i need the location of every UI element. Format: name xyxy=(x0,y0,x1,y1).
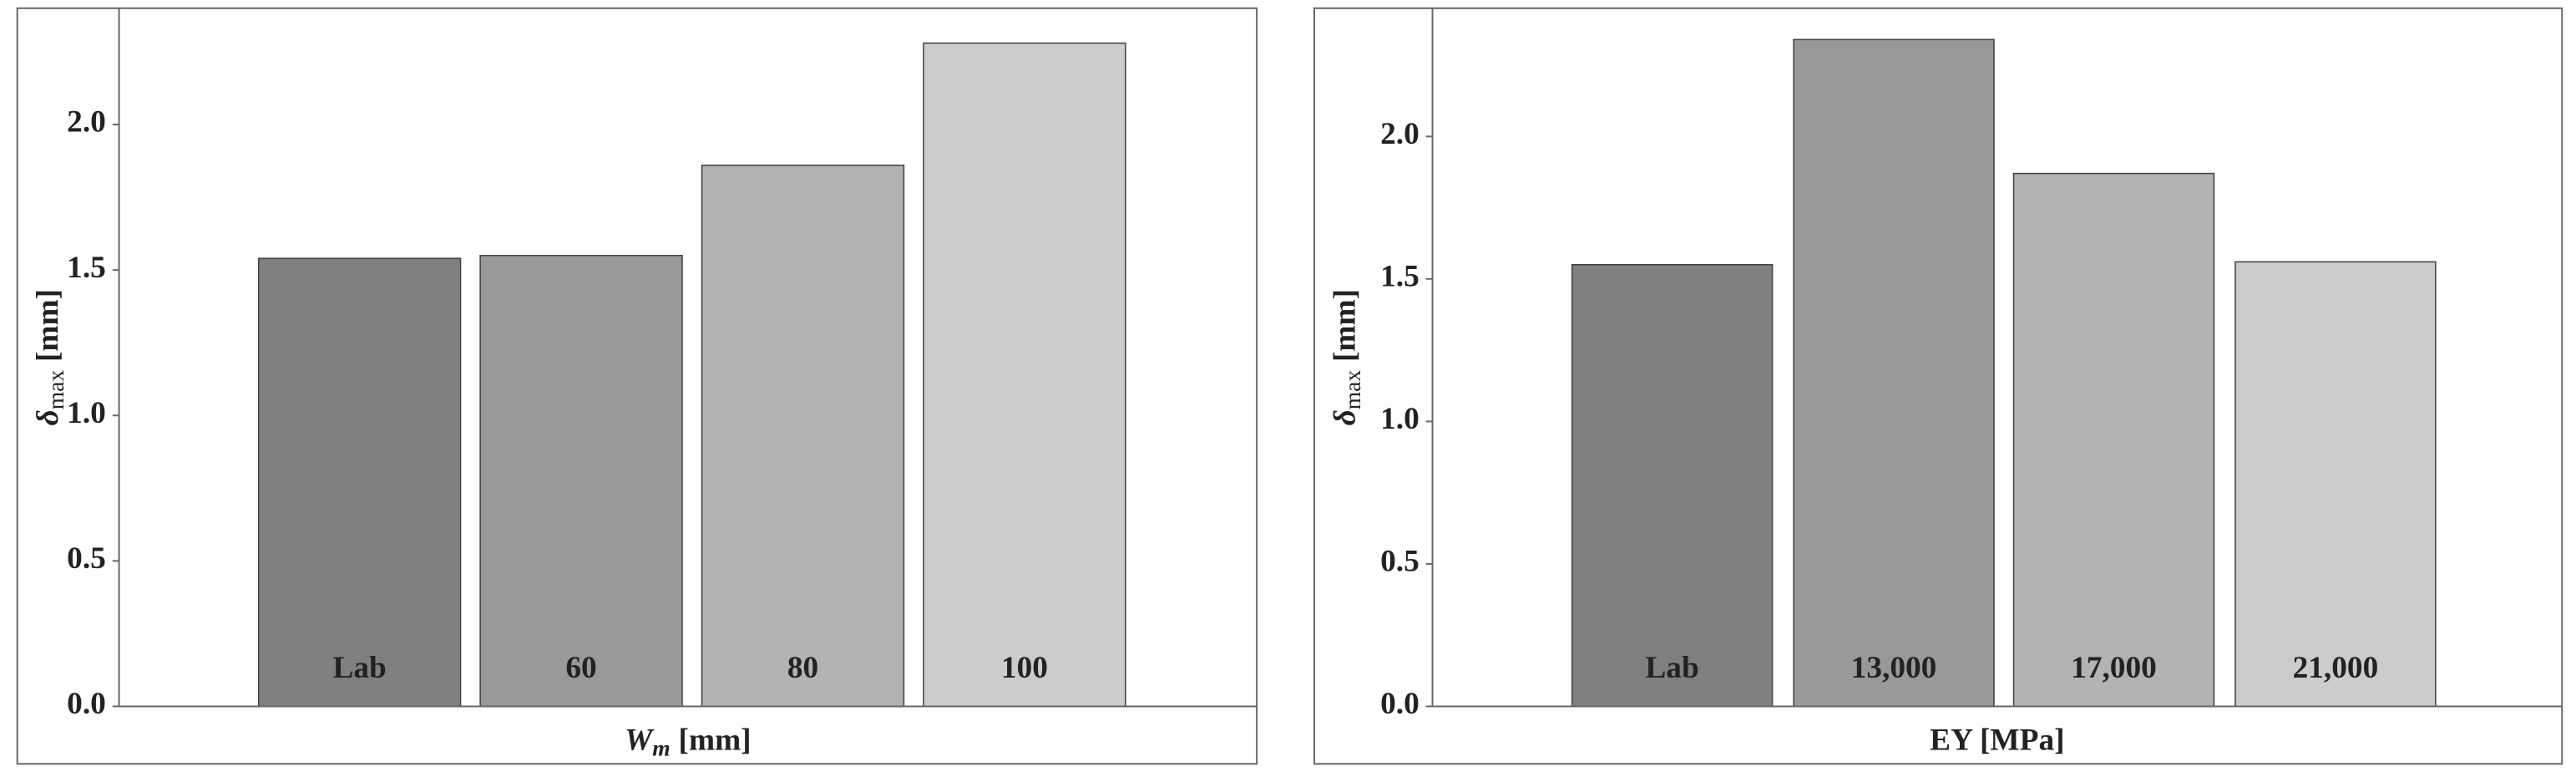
x-axis-label: EY [MPa] xyxy=(1930,723,2064,757)
y-tick-label: 0.0 xyxy=(67,687,106,721)
x-label-symbol: W xyxy=(625,723,655,757)
y-tick-label: 1.0 xyxy=(67,396,106,430)
category-label: Lab xyxy=(1645,651,1698,685)
y-tick-label: 2.0 xyxy=(67,105,106,140)
y-tick-label: 0.0 xyxy=(1380,687,1420,721)
bar xyxy=(923,42,1126,708)
bar xyxy=(479,254,683,708)
y-label-symbol: δ xyxy=(31,409,65,425)
category-label: 60 xyxy=(565,651,596,685)
category-label: 80 xyxy=(787,651,818,685)
category-label: 17,000 xyxy=(2071,651,2157,685)
y-tick-label: 1.5 xyxy=(67,251,106,285)
y-label-unit: [mm] xyxy=(1328,289,1362,362)
x-label-unit: EY [MPa] xyxy=(1930,723,2064,757)
bar xyxy=(2234,261,2437,708)
y-label-sub: max xyxy=(43,370,68,410)
bar xyxy=(1793,38,1995,708)
category-label: Lab xyxy=(332,651,386,685)
y-tick-label: 1.5 xyxy=(1380,259,1420,293)
y-tick-label: 0.5 xyxy=(1380,544,1420,578)
y-tick-label: 2.0 xyxy=(1380,117,1420,151)
y-tick-label: 1.0 xyxy=(1380,402,1420,436)
y-axis-label: δmax [mm] xyxy=(1328,289,1366,425)
bar xyxy=(257,257,462,708)
category-label: 100 xyxy=(1001,651,1048,685)
panel-frame xyxy=(16,7,1258,765)
bar xyxy=(2012,172,2215,708)
bar xyxy=(1571,264,1774,708)
bar xyxy=(701,165,905,708)
y-tick-label: 0.5 xyxy=(67,541,106,576)
y-label-sub: max xyxy=(1339,370,1365,410)
x-axis-label: Wm [mm] xyxy=(625,723,752,761)
x-label-unit: [mm] xyxy=(679,723,752,757)
panel-frame xyxy=(1313,7,2563,765)
x-label-sub: m xyxy=(652,735,670,761)
y-axis-label: δmax [mm] xyxy=(31,289,69,425)
category-label: 21,000 xyxy=(2293,651,2379,685)
category-label: 13,000 xyxy=(1851,651,1937,685)
y-label-symbol: δ xyxy=(1328,409,1362,425)
y-label-unit: [mm] xyxy=(31,289,65,362)
